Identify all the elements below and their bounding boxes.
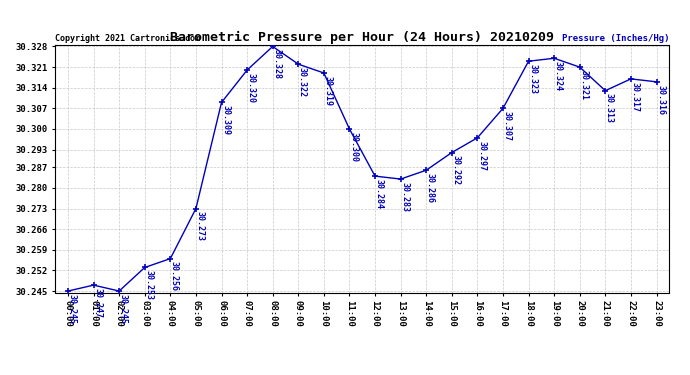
Text: 30.316: 30.316 — [656, 85, 665, 115]
Text: 30.307: 30.307 — [502, 111, 512, 141]
Text: 30.247: 30.247 — [93, 288, 102, 318]
Text: 30.300: 30.300 — [349, 132, 358, 162]
Text: 30.319: 30.319 — [324, 76, 333, 106]
Text: Copyright 2021 Cartronics.com: Copyright 2021 Cartronics.com — [55, 33, 200, 42]
Text: 30.273: 30.273 — [195, 211, 205, 241]
Text: 30.284: 30.284 — [375, 179, 384, 209]
Text: 30.286: 30.286 — [426, 173, 435, 203]
Text: 30.317: 30.317 — [631, 82, 640, 112]
Text: Pressure (Inches/Hg): Pressure (Inches/Hg) — [562, 33, 669, 42]
Text: 30.322: 30.322 — [298, 67, 307, 97]
Text: 30.256: 30.256 — [170, 261, 179, 291]
Text: 30.292: 30.292 — [451, 155, 460, 185]
Text: 30.297: 30.297 — [477, 141, 486, 171]
Text: 30.321: 30.321 — [580, 70, 589, 100]
Text: 30.245: 30.245 — [68, 294, 77, 324]
Text: 30.309: 30.309 — [221, 105, 230, 135]
Text: 30.320: 30.320 — [247, 73, 256, 103]
Text: 30.324: 30.324 — [554, 61, 563, 91]
Text: 30.245: 30.245 — [119, 294, 128, 324]
Text: 30.328: 30.328 — [273, 49, 282, 79]
Text: 30.313: 30.313 — [605, 93, 614, 123]
Text: 30.323: 30.323 — [529, 64, 538, 94]
Text: 30.283: 30.283 — [400, 182, 409, 212]
Title: Barometric Pressure per Hour (24 Hours) 20210209: Barometric Pressure per Hour (24 Hours) … — [170, 31, 554, 44]
Text: 30.253: 30.253 — [144, 270, 153, 300]
